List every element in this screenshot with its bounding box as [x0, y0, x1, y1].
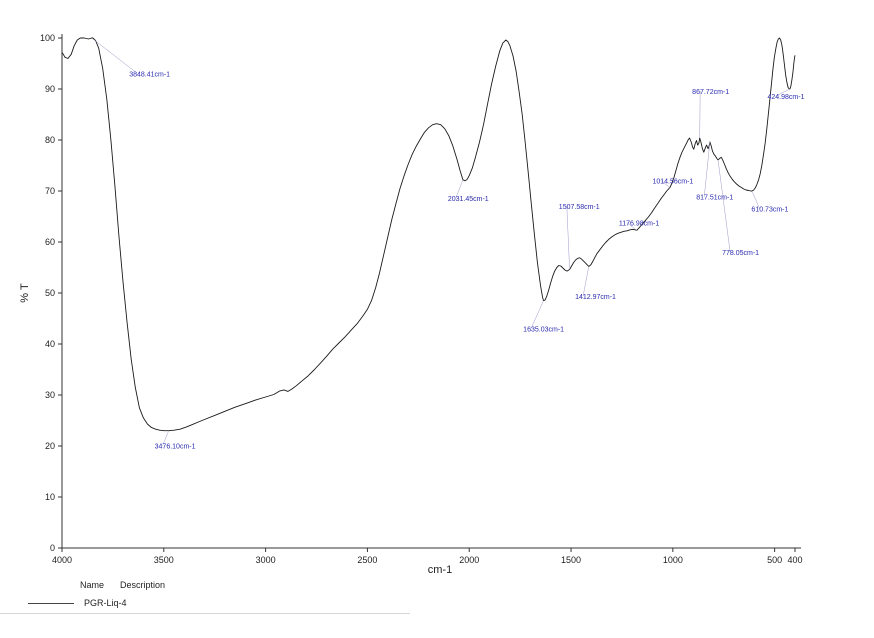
annotation-leader-line — [566, 205, 570, 270]
ir-spectrum-chart: 0 10 20 30 40 50 60 70 80 90 100 4000 3500 3000 2500 20… — [19, 33, 805, 576]
x-tick-label: 500 — [767, 555, 782, 565]
x-tick-label: 400 — [787, 555, 802, 565]
x-tick-label: 2000 — [459, 555, 479, 565]
series-name: PGR-Liq-4 — [84, 598, 127, 608]
y-tick-label: 0 — [50, 543, 55, 553]
x-tick-label: 1500 — [561, 555, 581, 565]
x-tick-label: 4000 — [52, 555, 72, 565]
x-tick-label: 2500 — [357, 555, 377, 565]
y-tick-label: 50 — [45, 288, 55, 298]
annotation-leader-line — [660, 180, 671, 188]
x-axis-title: cm-1 — [428, 564, 452, 576]
peak-annotation: 867.72cm-1 — [692, 89, 729, 96]
annotation-leader-line — [530, 300, 544, 329]
peak-annotation: 1014.56cm-1 — [652, 178, 693, 185]
peak-annotation: 3476.10cm-1 — [155, 444, 196, 451]
series-line-swatch — [28, 602, 74, 604]
x-tick-label: 3500 — [154, 555, 174, 565]
peak-annotation: 3848.41cm-1 — [129, 71, 170, 78]
legend-header-name: Name — [80, 580, 105, 590]
legend: Name Description PGR-Liq-4 — [0, 580, 430, 614]
peak-annotation: 817.51cm-1 — [696, 195, 733, 202]
y-tick-label: 80 — [45, 135, 55, 145]
y-tick-label: 100 — [40, 33, 55, 43]
legend-row: PGR-Liq-4 — [0, 598, 410, 614]
annotation-leader-line — [751, 190, 760, 209]
y-tick-label: 70 — [45, 186, 55, 196]
annotation-leader-line — [775, 88, 791, 97]
y-tick-label: 30 — [45, 390, 55, 400]
annotation-leader-line — [162, 430, 169, 446]
annotation-leader-line — [703, 142, 711, 197]
y-tick-label: 90 — [45, 84, 55, 94]
peak-annotation: 424.98cm-1 — [768, 94, 805, 101]
peak-annotation: 1635.03cm-1 — [523, 326, 564, 333]
legend-header-description: Description — [120, 580, 166, 590]
annotation-leader-line — [626, 222, 637, 231]
peak-annotation: 2031.45cm-1 — [448, 196, 489, 203]
x-tick-label: 1000 — [663, 555, 683, 565]
peak-annotation: 1412.97cm-1 — [575, 294, 616, 301]
annotation-leader-line — [92, 38, 138, 74]
spectrum-curve — [61, 37, 796, 432]
y-axis-title: % T — [19, 283, 31, 303]
peak-annotation: 610.73cm-1 — [751, 206, 788, 213]
y-tick-label: 60 — [45, 237, 55, 247]
y-tick-label: 10 — [45, 492, 55, 502]
peak-annotation: 1176.98cm-1 — [619, 221, 659, 228]
y-tick-label: 40 — [45, 339, 55, 349]
y-tick-label: 20 — [45, 441, 55, 451]
peak-annotation: 1507.58cm-1 — [559, 204, 600, 211]
annotation-leader-line — [455, 179, 464, 199]
x-tick-label: 3000 — [256, 555, 276, 565]
peak-annotation: 778.05cm-1 — [722, 250, 759, 257]
annotation-leader-line — [582, 266, 589, 297]
annotation-leader-line — [717, 159, 731, 252]
legend-headers: Name Description — [0, 580, 430, 590]
